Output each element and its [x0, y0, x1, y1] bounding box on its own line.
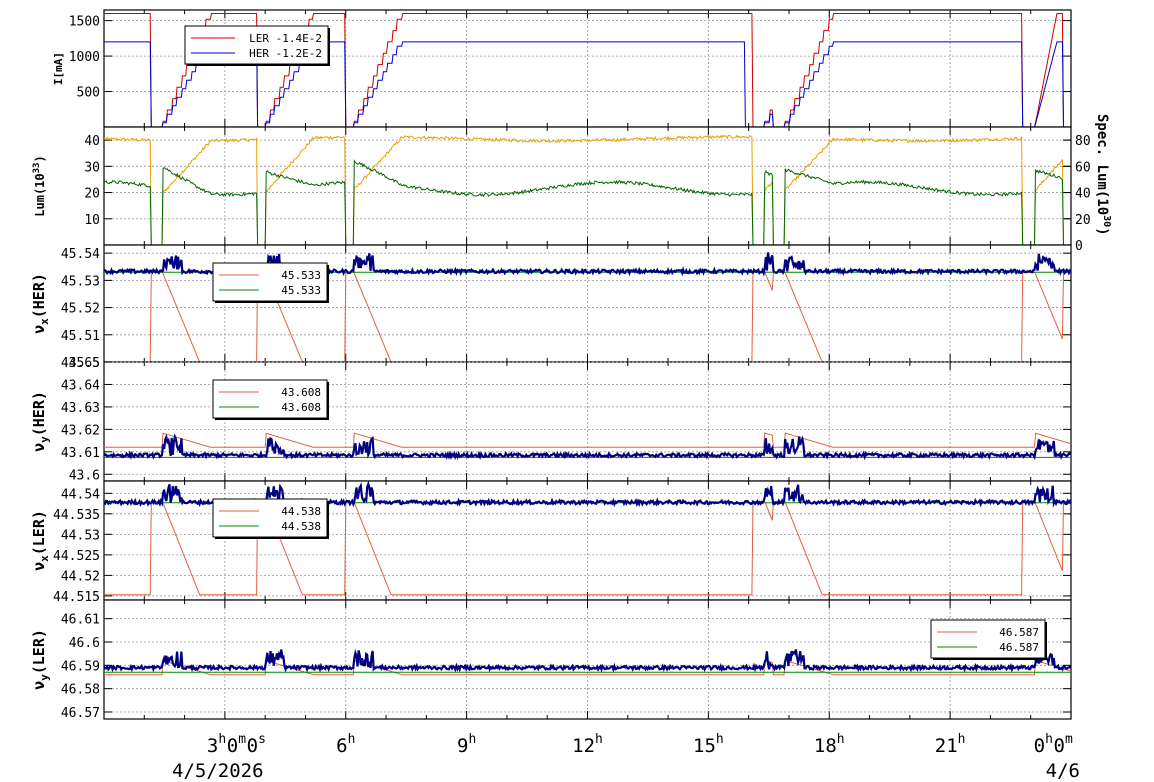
- y-axis-label: νx(HER): [30, 273, 51, 334]
- y-tick-label: 44.535: [53, 508, 100, 523]
- y-right-axis-label: Spec. Lum(1030): [1094, 114, 1112, 236]
- x-tick-label: 3h 0m 0s: [207, 732, 266, 757]
- x-tick-label: 0h 0m: [1034, 732, 1073, 757]
- y-axis-label: νx(LER): [30, 510, 51, 571]
- y-tick-label: 45.51: [61, 329, 100, 344]
- y-axis-label: νy(LER): [30, 629, 51, 690]
- y-tick-label: 45.52: [61, 302, 100, 317]
- y-right-tick-label: 60: [1075, 160, 1091, 175]
- y-tick-label: 44.53: [61, 528, 100, 543]
- y-tick-label: 1000: [69, 50, 100, 65]
- series-line-measured: [104, 433, 1071, 461]
- y-tick-label: 46.59: [61, 659, 100, 674]
- panel-nuy_her: 43.6 43.61 43.62 43.63 43.64 43.65 νy(HER) 43.6…: [30, 356, 1072, 483]
- y-tick-label: 10: [84, 213, 100, 228]
- legend-entry-label: 45.533: [281, 284, 321, 297]
- y-tick-label: 43.63: [61, 401, 100, 416]
- y-tick-label: 43.6: [69, 468, 100, 483]
- y-tick-label: 500: [77, 86, 100, 101]
- y-tick-label: 46.61: [61, 613, 100, 628]
- y-axis-label: I[mA]: [52, 52, 65, 85]
- y-tick-label: 45.5: [69, 356, 100, 371]
- x-tick-label: 15h: [693, 732, 724, 757]
- y-tick-label: 45.53: [61, 274, 100, 289]
- x-tick-label: 12h: [572, 732, 603, 757]
- legend-entry-label: 46.587: [999, 641, 1039, 654]
- panel-frame: [103, 599, 1072, 720]
- legend-box: [184, 25, 329, 65]
- legend-entry-label: HER -1.2E-2: [249, 47, 322, 60]
- legend-entry-label: 44.538: [281, 520, 321, 533]
- x-tick-label: 18h: [814, 732, 845, 757]
- legend: 46.587 46.587: [930, 619, 1047, 660]
- end-date-label: 4/6: [1046, 760, 1080, 782]
- y-tick-label: 45.54: [61, 247, 100, 262]
- y-tick-label: 43.65: [61, 356, 100, 371]
- y-tick-label: 44.515: [53, 590, 100, 605]
- y-tick-label: 20: [84, 187, 100, 202]
- legend-box: [930, 619, 1046, 659]
- legend-entry-label: 44.538: [281, 505, 321, 518]
- start-date-label: 4/5/2026: [172, 760, 264, 782]
- series-line-lum: [104, 159, 1071, 245]
- legend: 44.538 44.538: [212, 498, 329, 539]
- legend-entry-label: 46.587: [999, 626, 1039, 639]
- y-tick-label: 43.64: [61, 378, 100, 393]
- panel-nux_ler: 44.515 44.52 44.525 44.53 44.535 44.54 νx(LER)…: [30, 480, 1072, 605]
- y-tick-label: 44.525: [53, 549, 100, 564]
- legend: 43.608 43.608: [212, 379, 329, 420]
- x-tick-label: 21h: [935, 732, 966, 757]
- y-axis-label: Lum(1033): [32, 155, 47, 216]
- y-axis-label: νy(HER): [30, 391, 51, 452]
- y-tick-label: 1500: [69, 15, 100, 30]
- y-right-tick-label: 20: [1075, 213, 1091, 228]
- legend-entry-label: 43.608: [281, 386, 321, 399]
- y-tick-label: 46.58: [61, 683, 100, 698]
- y-tick-label: 46.6: [69, 636, 100, 651]
- y-tick-label: 43.62: [61, 423, 100, 438]
- legend-entry-label: 45.533: [281, 269, 321, 282]
- y-right-tick-label: 40: [1075, 187, 1091, 202]
- series-line-her: [104, 41, 1071, 127]
- y-tick-label: 46.57: [61, 706, 100, 721]
- legend: 45.533 45.533: [212, 262, 329, 303]
- series-line-measured: [104, 648, 1071, 673]
- series-line-setpoint: [104, 432, 1071, 448]
- series-line-spec-lum: [104, 134, 1071, 245]
- legend-box: [212, 498, 328, 538]
- y-right-tick-label: 0: [1075, 239, 1083, 254]
- y-tick-label: 44.52: [61, 569, 100, 584]
- series-line-setpoint: [104, 659, 1071, 676]
- y-tick-label: 44.54: [61, 487, 100, 502]
- series-line-ler: [104, 13, 1071, 127]
- panel-current: 500 1000 1500 I[mA] LER -1.4E-2 HER -1.2E-2: [52, 9, 1072, 128]
- legend-entry-label: 43.608: [281, 401, 321, 414]
- x-tick-label: 6h: [336, 732, 355, 757]
- legend-box: [212, 379, 328, 419]
- legend-entry-label: LER -1.4E-2: [249, 32, 322, 45]
- legend-box: [212, 262, 328, 302]
- y-tick-label: 30: [84, 160, 100, 175]
- panel-luminosity: 10 20 30 40 0 20 40 60 80 Spec. Lum(1030) Lum(1033…: [32, 114, 1112, 254]
- y-right-tick-label: 80: [1075, 134, 1091, 149]
- y-tick-label: 43.61: [61, 446, 100, 461]
- y-tick-label: 40: [84, 134, 100, 149]
- x-tick-label: 9h: [457, 732, 476, 757]
- legend: LER -1.4E-2 HER -1.2E-2: [184, 25, 330, 66]
